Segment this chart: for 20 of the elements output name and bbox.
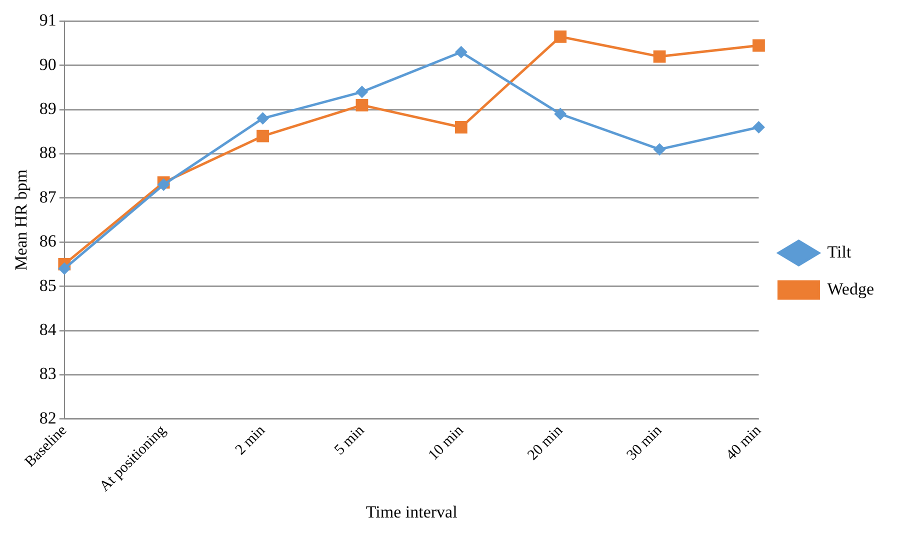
y-tick-label: 89 — [39, 99, 56, 118]
x-tick-label: 20 min — [524, 422, 566, 464]
y-tick-label: 84 — [39, 320, 57, 339]
y-tick-label: 85 — [39, 276, 56, 295]
y-axis-title: Mean HR bpm — [12, 170, 31, 271]
x-axis-title: Time interval — [366, 502, 458, 522]
legend-label: Wedge — [827, 279, 874, 298]
x-tick-label: 40 min — [723, 422, 765, 464]
x-tick-label: 5 min — [332, 422, 368, 458]
y-tick-label: 86 — [39, 232, 56, 251]
y-tick-label: 91 — [39, 10, 56, 30]
y-tick-label: 82 — [39, 408, 56, 428]
y-tick-label: 88 — [39, 143, 56, 162]
x-tick-label: 10 min — [426, 422, 468, 464]
y-tick-label: 90 — [39, 54, 56, 74]
x-tick-label: 30 min — [624, 422, 666, 464]
legend-label: Tilt — [827, 242, 852, 262]
y-tick-label: 83 — [39, 364, 56, 384]
x-tick-label: 2 min — [232, 422, 269, 458]
y-tick-label: 87 — [39, 187, 57, 206]
